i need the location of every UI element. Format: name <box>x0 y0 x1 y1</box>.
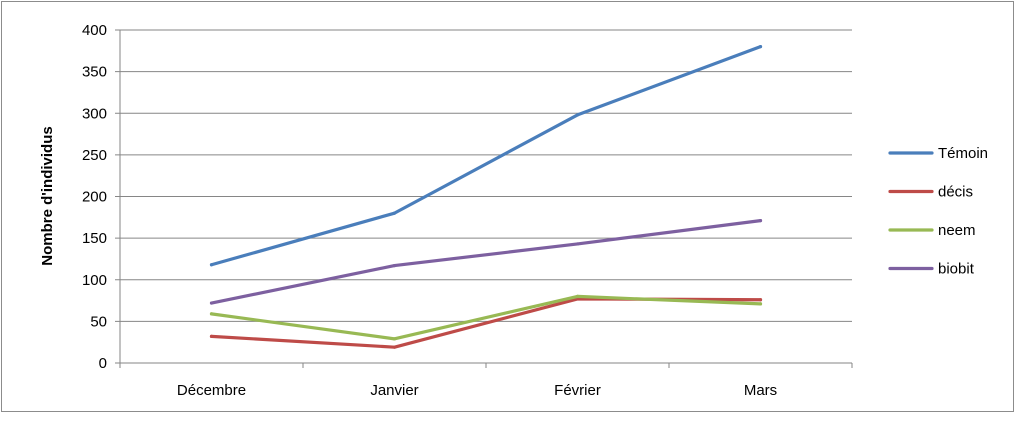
data-point <box>758 298 763 302</box>
series-line-3 <box>209 219 763 305</box>
y-axis-title: Nombre d'individus <box>39 126 56 265</box>
data-point <box>392 337 397 341</box>
x-tick-label: Février <box>554 382 601 399</box>
series-line-2 <box>209 294 763 341</box>
axes: 0 50 100 150 200 250 300 350 400 Décembre Janvier F… <box>82 22 853 399</box>
legend-label: biobit <box>938 261 975 278</box>
chart-border <box>1 1 1014 412</box>
y-tick-label: 200 <box>82 189 107 206</box>
data-point <box>392 263 397 268</box>
data-point <box>209 312 214 316</box>
series-line-0 <box>209 45 763 267</box>
y-tick-label: 150 <box>82 230 107 247</box>
x-tick-label: Décembre <box>177 382 246 399</box>
data-point <box>758 45 763 49</box>
data-point <box>575 294 580 298</box>
data-point <box>575 113 580 117</box>
gridlines <box>120 29 852 322</box>
legend-label: neem <box>938 222 976 239</box>
data-point <box>209 263 214 267</box>
data-point <box>392 345 397 349</box>
y-tick-label: 300 <box>82 105 107 122</box>
data-point <box>209 301 214 305</box>
legend-label: décis <box>938 184 973 201</box>
x-tick-label: Janvier <box>370 382 418 399</box>
data-point <box>758 219 763 223</box>
data-point <box>758 302 763 306</box>
y-tick-label: 250 <box>82 147 107 164</box>
y-tick-label: 400 <box>82 22 107 39</box>
y-tick-label: 100 <box>82 272 107 289</box>
series-lines <box>209 45 763 349</box>
data-point <box>209 334 214 338</box>
data-point <box>392 211 397 215</box>
legend-label: Témoin <box>938 145 988 162</box>
x-tick-label: Mars <box>744 382 777 399</box>
legend: Témoin décis neem biobit <box>888 145 988 278</box>
y-tick-label: 0 <box>99 355 107 372</box>
y-tick-label: 50 <box>90 313 107 330</box>
y-tick-label: 350 <box>82 64 107 81</box>
data-point <box>575 242 580 246</box>
